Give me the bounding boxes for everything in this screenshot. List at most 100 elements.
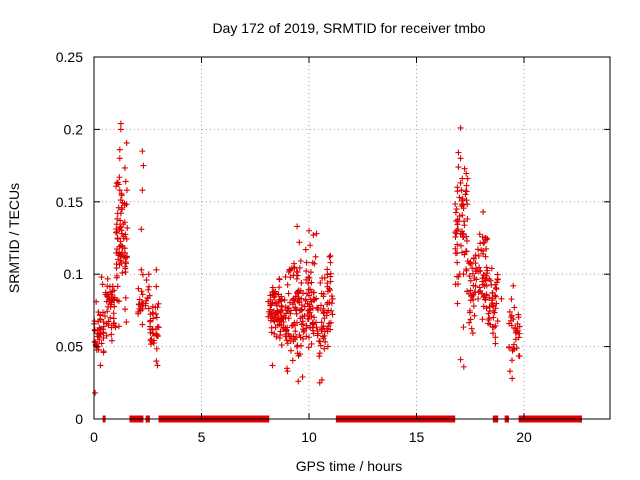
data-point [492, 293, 499, 300]
data-point [291, 319, 298, 326]
data-point [458, 242, 465, 249]
data-point [303, 259, 310, 266]
data-point [314, 330, 321, 337]
data-point [296, 331, 303, 338]
data-point [290, 272, 297, 279]
data-point [119, 269, 126, 276]
data-point [110, 310, 117, 317]
data-point [118, 192, 125, 199]
data-point [329, 311, 336, 318]
data-point [97, 316, 104, 323]
data-point [326, 253, 333, 260]
x-tick-label: 20 [516, 429, 532, 445]
data-point [290, 295, 297, 302]
data-point [118, 249, 125, 256]
data-point [116, 174, 123, 181]
data-point [285, 305, 292, 312]
data-point [509, 345, 516, 352]
data-point [466, 319, 473, 326]
data-point [123, 319, 130, 326]
data-point [310, 327, 317, 334]
data-point [316, 350, 323, 357]
data-point [121, 245, 128, 252]
data-point [313, 319, 320, 326]
data-point [452, 200, 459, 207]
data-point [507, 368, 514, 375]
data-point [94, 340, 101, 347]
data-point [117, 120, 124, 127]
data-point [309, 305, 316, 312]
data-point [114, 246, 121, 253]
data-point [277, 332, 284, 339]
data-point [476, 231, 483, 238]
x-tick-label: 10 [301, 429, 317, 445]
data-point [306, 227, 312, 234]
data-points [91, 120, 523, 396]
data-point [462, 191, 469, 198]
data-point [305, 286, 312, 293]
data-point [100, 319, 107, 326]
data-point [113, 229, 120, 236]
data-point [320, 290, 327, 297]
data-point [270, 307, 277, 314]
data-point [139, 305, 146, 312]
data-point [471, 312, 478, 319]
data-point [463, 266, 470, 273]
data-point [96, 324, 103, 331]
data-point [124, 224, 131, 231]
data-point [322, 338, 329, 345]
data-point [463, 197, 470, 204]
data-point [272, 324, 279, 331]
data-point [122, 178, 129, 185]
data-point [153, 266, 160, 273]
data-point [114, 283, 121, 290]
data-point [458, 187, 465, 194]
data-point [153, 345, 160, 352]
data-point [122, 306, 129, 313]
data-point [153, 332, 160, 339]
data-point [135, 310, 142, 317]
data-point [96, 336, 103, 343]
data-point [299, 374, 306, 381]
data-point [118, 230, 125, 237]
data-point [326, 299, 333, 306]
data-point [324, 288, 331, 295]
data-point [285, 330, 292, 337]
data-point [280, 319, 287, 326]
data-point [117, 238, 124, 245]
data-point [274, 310, 281, 317]
data-point [490, 330, 497, 337]
data-point [275, 291, 282, 298]
data-point [139, 321, 146, 328]
data-point [485, 310, 492, 317]
data-point [508, 296, 515, 303]
data-point [292, 328, 299, 335]
data-point [454, 259, 461, 266]
data-point [113, 221, 120, 228]
data-point [309, 259, 316, 266]
data-point [153, 358, 160, 365]
data-point [117, 210, 124, 217]
data-point [288, 265, 295, 272]
data-point [99, 281, 106, 288]
data-point [273, 316, 280, 323]
data-point [455, 149, 462, 156]
data-point [295, 378, 302, 385]
data-point [276, 284, 283, 291]
data-point [458, 203, 465, 210]
data-point [269, 362, 276, 369]
data-point [457, 356, 464, 363]
data-point [100, 349, 107, 356]
data-point [292, 322, 299, 329]
data-point [310, 289, 317, 296]
data-point [273, 333, 280, 340]
data-point [120, 235, 127, 242]
data-point [298, 279, 305, 286]
data-point [452, 229, 459, 236]
data-point [321, 328, 328, 335]
data-point [480, 208, 487, 215]
data-point [269, 313, 276, 320]
data-point [91, 327, 98, 334]
data-point [454, 184, 461, 191]
data-point [107, 289, 114, 296]
